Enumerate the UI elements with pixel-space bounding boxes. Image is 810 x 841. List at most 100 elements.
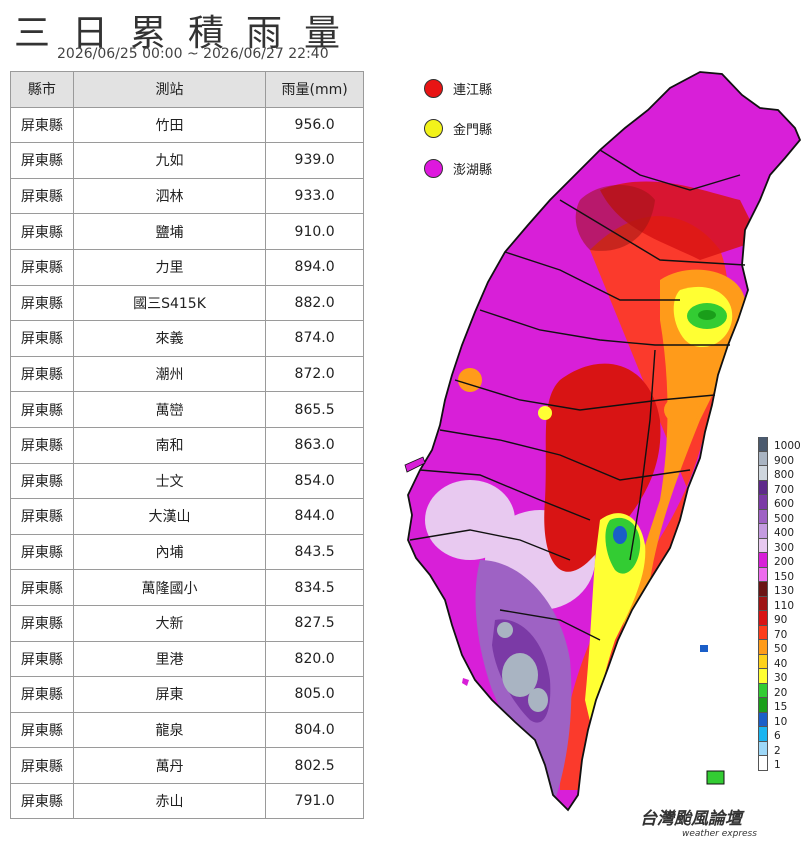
island-legend-item: 澎湖縣 [424,159,492,178]
scale-label: 800 [774,469,795,481]
cell-rainfall: 882.0 [265,284,364,322]
cell-station: 來義 [72,320,267,357]
scale-label: 1000 [774,440,801,452]
cell-station: 赤山 [72,782,267,820]
cell-county: 屏東縣 [10,213,74,250]
scale-swatch [758,451,768,466]
header-rainfall: 雨量(mm) [265,71,364,108]
scale-label: 15 [774,701,788,713]
table-row: 屏東縣 屏東 805.0 [10,676,364,713]
scale-label: 2 [774,744,781,757]
island-legend-item: 金門縣 [424,119,492,138]
scale-swatch [758,480,768,495]
taiwan-outline [407,71,802,812]
cell-station: 南和 [72,426,267,464]
table-row: 屏東縣 力里 894.0 [10,248,364,286]
cell-rainfall: 805.0 [265,676,364,713]
scale-label: 20 [774,686,788,699]
table-row: 屏東縣 來義 874.0 [10,320,364,357]
cell-county: 屏東縣 [10,533,74,571]
cell-rainfall: 834.5 [265,569,364,606]
cell-county: 屏東縣 [10,676,74,713]
cell-county: 屏東縣 [10,248,74,286]
scale-label: 130 [774,585,795,597]
cell-station: 屏東 [72,676,267,713]
cell-county: 屏東縣 [10,142,74,179]
header-county: 縣市 [10,71,74,108]
scale-swatch [758,741,768,756]
island-legend-item: 連江縣 [424,79,492,98]
scale-swatch [758,596,768,611]
table-row: 屏東縣 潮州 872.0 [10,355,364,393]
scale-swatch [758,611,768,626]
cell-station: 大漢山 [72,498,267,535]
cell-station: 里港 [72,640,267,678]
scale-swatch [758,756,768,771]
cell-station: 國三S415K [72,284,267,322]
page-title: 三日累積雨量 [14,13,363,54]
scale-label: 400 [774,527,795,539]
scale-swatch [758,524,768,539]
scale-swatch [758,654,768,669]
cell-station: 萬巒 [72,391,267,428]
scale-swatch [758,669,768,684]
cell-county: 屏東縣 [10,711,74,749]
scale-swatch [758,640,768,655]
table-header-row: 縣市 測站 雨量(mm) [10,71,364,108]
scale-label: 200 [774,556,795,568]
scale-swatch [758,567,768,582]
scale-label: 6 [774,730,781,742]
cell-rainfall: 843.5 [265,533,364,571]
brand-sub: weather express [682,829,757,839]
rainfall-shading [408,72,800,810]
cell-rainfall: 854.0 [265,462,364,500]
table-row: 屏東縣 大漢山 844.0 [10,498,364,535]
cell-rainfall: 894.0 [265,248,364,286]
scale-label: 90 [774,614,788,626]
cell-county: 屏東縣 [10,284,74,322]
scale-label: 50 [774,643,788,655]
table-row: 屏東縣 國三S415K 882.0 [10,284,364,322]
brand-logo: 台灣颱風論壇 weather express [640,804,757,839]
table-row: 屏東縣 竹田 956.0 [10,106,364,144]
table-row: 屏東縣 九如 939.0 [10,142,364,179]
cell-station: 萬丹 [72,747,267,784]
scale-label: 70 [774,628,788,641]
scale-label: 900 [774,454,795,467]
scale-swatch [758,437,768,452]
table-row: 屏東縣 泗林 933.0 [10,177,364,215]
cell-rainfall: 863.0 [265,426,364,464]
rainfall-scale-labels: 1000 900 800 700 600 500 400 300 200 150 130 110 90 7… [774,440,801,774]
scale-swatch [758,698,768,713]
legend-label: 金門縣 [453,123,493,138]
scale-label: 40 [774,657,788,670]
legend-swatch [424,159,443,178]
cell-station: 內埔 [72,533,267,571]
cell-rainfall: 872.0 [265,355,364,393]
cell-county: 屏東縣 [10,320,74,357]
taiwan-rainfall-map [404,71,802,812]
scale-swatch [758,466,768,481]
cell-rainfall: 874.0 [265,320,364,357]
cell-station: 龍泉 [72,711,267,749]
scale-label: 700 [774,483,795,496]
scale-label: 1 [774,759,781,771]
scale-swatch [758,509,768,524]
cell-county: 屏東縣 [10,640,74,678]
scale-label: 110 [774,599,795,612]
cell-rainfall: 939.0 [265,142,364,179]
table-row: 屏東縣 萬隆國小 834.5 [10,569,364,606]
table-row: 屏東縣 里港 820.0 [10,640,364,678]
scale-swatch [758,712,768,727]
scale-swatch [758,683,768,698]
scale-swatch [758,727,768,742]
cell-station: 潮州 [72,355,267,393]
cell-county: 屏東縣 [10,782,74,820]
scale-label: 300 [774,541,795,554]
cell-county: 屏東縣 [10,569,74,606]
header-station: 測站 [72,71,267,108]
cell-station: 士文 [72,462,267,500]
cell-rainfall: 956.0 [265,106,364,144]
table-row: 屏東縣 萬丹 802.5 [10,747,364,784]
outlying-islands [404,456,725,785]
